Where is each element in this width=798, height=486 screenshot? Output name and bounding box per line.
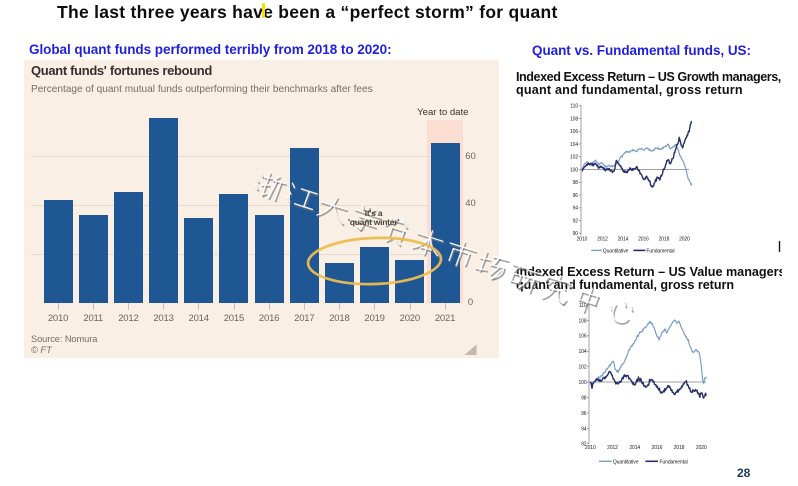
- svg-text:92: 92: [573, 218, 579, 224]
- svg-text:94: 94: [573, 206, 579, 212]
- svg-text:2018: 2018: [674, 445, 685, 451]
- svg-text:102: 102: [570, 155, 578, 161]
- svg-text:106: 106: [578, 334, 586, 340]
- svg-text:94: 94: [581, 426, 587, 432]
- svg-text:2010: 2010: [577, 237, 588, 243]
- svg-text:92: 92: [581, 442, 587, 448]
- svg-text:2014: 2014: [618, 237, 629, 243]
- svg-text:2020: 2020: [696, 445, 707, 451]
- svg-text:102: 102: [578, 365, 586, 371]
- svg-text:96: 96: [581, 411, 587, 417]
- svg-text:Quantitative: Quantitative: [603, 248, 629, 254]
- svg-text:110: 110: [579, 303, 587, 309]
- svg-text:2020: 2020: [679, 237, 690, 243]
- svg-text:100: 100: [578, 380, 586, 386]
- svg-text:Fundamental: Fundamental: [646, 248, 674, 254]
- svg-text:104: 104: [570, 142, 578, 148]
- svg-text:90: 90: [573, 231, 579, 237]
- svg-text:2016: 2016: [638, 237, 649, 243]
- svg-text:2012: 2012: [607, 445, 618, 451]
- svg-text:2012: 2012: [597, 237, 608, 243]
- svg-text:100: 100: [570, 167, 578, 173]
- svg-text:110: 110: [570, 104, 578, 110]
- svg-text:106: 106: [570, 129, 578, 135]
- svg-text:2010: 2010: [585, 445, 596, 451]
- svg-text:98: 98: [573, 180, 579, 186]
- svg-text:2018: 2018: [659, 237, 670, 243]
- svg-text:2014: 2014: [629, 445, 640, 451]
- svg-text:96: 96: [573, 193, 579, 199]
- svg-text:108: 108: [578, 318, 586, 324]
- svg-text:104: 104: [578, 349, 586, 355]
- svg-text:2016: 2016: [652, 445, 663, 451]
- svg-text:Quantitative: Quantitative: [613, 459, 639, 465]
- svg-text:98: 98: [581, 395, 587, 401]
- svg-text:Fundamental: Fundamental: [660, 459, 688, 465]
- svg-text:108: 108: [570, 116, 578, 122]
